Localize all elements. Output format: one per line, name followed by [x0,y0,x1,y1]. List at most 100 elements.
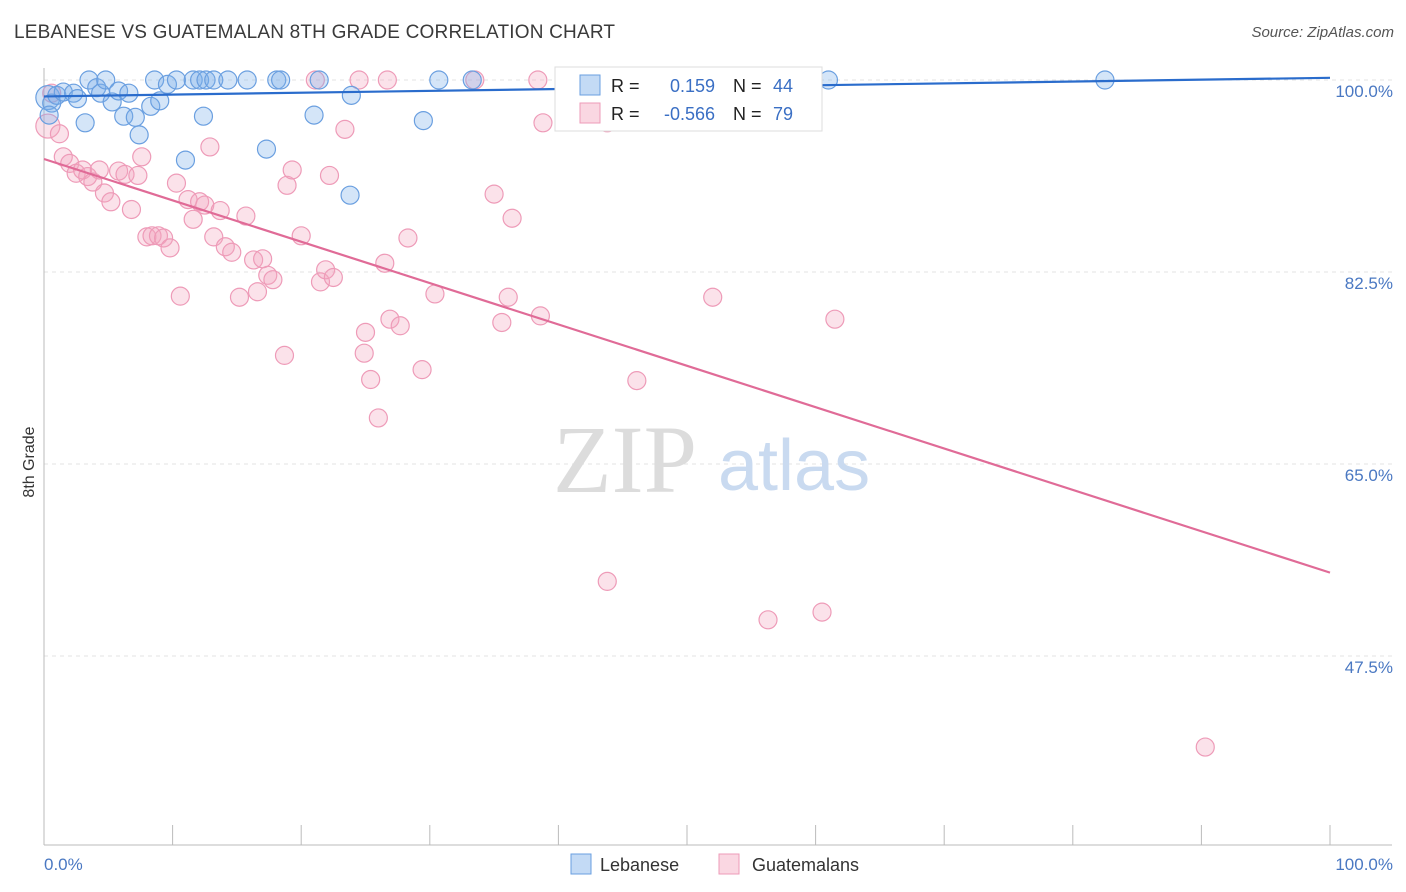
grid [44,79,1392,657]
lebanese-point [141,96,161,116]
legend-lebanese-swatch [570,853,592,875]
guatemalan-point [170,286,190,306]
r-label: R = [611,76,640,96]
guatemalan-point [597,571,617,591]
guatemalan-point [377,70,397,90]
guatemalan-point [49,124,70,144]
y-tick-label: 82.5% [1345,274,1393,293]
guatemalan-point [533,113,553,133]
guatemalan-point [758,610,778,630]
r-label: R = [611,104,640,124]
guatemalan-point [398,228,418,248]
lebanese-point [157,74,178,94]
guatemalan-point [160,238,180,258]
guatemalan-point [354,343,374,363]
lebanese-point [237,70,257,90]
guatemalan-point [153,228,174,248]
guatemalan-point [183,209,203,229]
lebanese-point [96,70,116,90]
guatemalan-point [247,282,268,302]
lebanese-point [196,70,216,90]
guatemalan-point [1195,737,1215,757]
y-tick-label: 47.5% [1345,658,1393,677]
guatemalan-point [316,260,336,280]
lebanese-swatch [579,74,601,96]
guatemalan-point [703,287,723,307]
lebanese-point [144,70,165,90]
y-axis-title: 8th Grade [21,426,38,497]
stats-legend: R = 0.159 N = 44 R = -0.566 N = 79 [554,66,823,132]
guatemalan-point [627,371,647,391]
guatemalan-point [166,173,187,193]
guatemalan-point [142,226,162,246]
guatemalan-point [368,408,388,428]
lebanese-point [341,85,361,105]
lebanese-point [413,110,433,131]
lebanese-point [190,70,210,90]
lebanese-point [67,89,88,109]
lebanese-point [193,106,214,126]
lebanese-point [79,70,99,90]
guatemalan-point [229,287,250,307]
lebanese-point [125,107,145,127]
lebanese-point [340,185,360,205]
lebanese-point [304,105,324,125]
lebanese-point [309,70,329,90]
guatemalan-point [812,602,832,622]
guatemalan-point [101,192,121,212]
watermark-atlas: atlas [718,426,870,506]
guatemalan-point [349,70,369,90]
lebanese-point [119,83,139,103]
data-points [35,70,1215,757]
legend-guatemalan-label: Guatemalans [752,855,859,875]
guatemalan-point [484,184,504,204]
lebanese-point [150,91,170,111]
x-tick-label: 100.0% [1335,855,1393,874]
legend-lebanese-label: Lebanese [600,855,679,875]
guatemalan-point [492,312,512,333]
source-label: Source: ZipAtlas.com [1251,24,1394,41]
lebanese-point [39,105,59,125]
guatemalan-swatch [579,102,601,124]
lebanese-point [175,150,196,170]
n-value: 79 [773,104,793,124]
guatemalan-point [335,119,355,139]
guatemalan-point [190,192,210,212]
chart-title: LEBANESE VS GUATEMALAN 8TH GRADE CORRELA… [14,22,616,43]
guatemalan-point [253,249,273,269]
guatemalan-point [502,208,522,228]
guatemalan-point [825,309,845,329]
y-tick-label: 100.0% [1335,82,1393,101]
lebanese-point [102,92,122,112]
series-legend: Lebanese Guatemalans [570,853,859,875]
lebanese-point [218,70,238,90]
lebanese-point [462,70,482,90]
lebanese-point [204,70,224,90]
guatemalan-point [121,199,142,220]
guatemalan-point [222,242,242,262]
n-label: N = [733,76,762,96]
guatemalan-point [319,165,340,186]
guatemalan-point [528,70,548,90]
guatemalan-point [380,309,400,329]
watermark-zip: ZIP [553,406,697,513]
guatemalan-point [355,322,376,342]
guatemalan-point [498,287,518,307]
axes [43,68,1392,846]
lebanese-point [129,125,149,145]
legend-guatemalan-swatch [718,853,740,875]
guatemalan-point [323,267,343,288]
n-value: 44 [773,76,793,96]
lebanese-point [256,139,277,159]
guatemalan-point [132,147,152,167]
guatemalan-point [274,345,295,365]
guatemalan-point [277,175,297,195]
tick-labels: 47.5% 65.0% 82.5% 100.0% 0.0% 100.0% 8th Grade [21,82,1393,874]
n-label: N = [733,104,762,124]
guatemalan-point [412,360,432,380]
watermark: ZIP atlas [553,406,870,513]
lebanese-point [429,70,449,90]
guatemalan-point [361,369,381,390]
guatemalan-point [128,165,148,186]
